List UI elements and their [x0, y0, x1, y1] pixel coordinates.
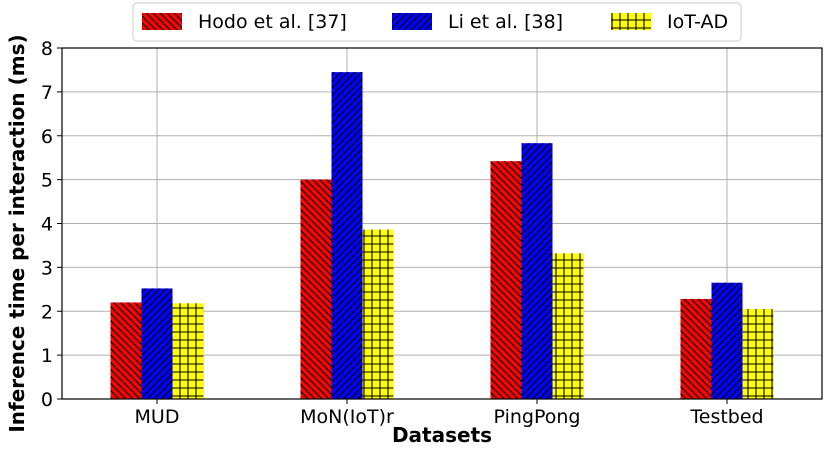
- bar: [362, 229, 394, 399]
- bar-hatch: [110, 302, 142, 399]
- bar-hatch: [711, 282, 743, 399]
- bar: [680, 298, 712, 399]
- legend-label: Hodo et al. [37]: [198, 11, 347, 33]
- legend-swatch-hatch: [392, 13, 432, 30]
- legend-swatch-hatch: [611, 13, 651, 30]
- y-tick-label: 2: [41, 301, 53, 323]
- y-tick-label: 4: [41, 214, 53, 236]
- tick-labels: 0 1 2 3 4 5 6 7 8 MUD MoN(IoT)r PingPong Testbed: [41, 38, 764, 428]
- bar: [742, 309, 774, 399]
- legend-label: IoT-AD: [667, 11, 728, 33]
- bars: [110, 72, 774, 399]
- x-tick-label: MUD: [135, 406, 180, 428]
- bar: [141, 288, 173, 399]
- bar: [110, 302, 142, 399]
- axes: [57, 47, 823, 404]
- legend: Hodo et al. [37] Li et al. [38] IoT-AD: [132, 2, 742, 42]
- bar-hatch: [680, 298, 712, 399]
- legend-box: [132, 2, 742, 42]
- bar: [490, 161, 522, 399]
- bar-hatch: [362, 229, 394, 399]
- bar: [552, 253, 584, 399]
- plot-frame: [61, 47, 823, 400]
- bar: [172, 303, 204, 399]
- bar: [711, 282, 743, 399]
- y-tick-label: 3: [41, 257, 53, 279]
- bar-hatch: [141, 288, 173, 399]
- bar: [300, 179, 332, 399]
- y-tick-label: 6: [41, 126, 53, 148]
- legend-entry: Li et al. [38]: [392, 11, 563, 33]
- bar-hatch: [552, 253, 584, 399]
- bar: [331, 72, 363, 399]
- legend-entry: IoT-AD: [611, 11, 728, 33]
- x-tick-label: Testbed: [689, 406, 763, 428]
- y-tick-label: 5: [41, 170, 53, 192]
- x-tick-label: PingPong: [494, 406, 581, 428]
- x-axis-title: Datasets: [392, 423, 492, 447]
- y-tick-label: 8: [41, 38, 53, 60]
- y-tick-label: 1: [41, 345, 53, 367]
- legend-entry: Hodo et al. [37]: [142, 11, 347, 33]
- y-tick-label: 0: [41, 389, 53, 411]
- bar: [521, 143, 553, 399]
- legend-label: Li et al. [38]: [448, 11, 563, 33]
- y-tick-label: 7: [41, 82, 53, 104]
- bar-hatch: [300, 179, 332, 399]
- x-tick-label: MoN(IoT)r: [300, 406, 394, 428]
- legend-swatch-hatch: [142, 13, 182, 30]
- y-axis-title: Inference time per interaction (ms): [5, 34, 29, 432]
- bar-hatch: [742, 309, 774, 399]
- bar-hatch: [172, 303, 204, 399]
- bar-hatch: [521, 143, 553, 399]
- bar-hatch: [331, 72, 363, 399]
- bar-hatch: [490, 161, 522, 399]
